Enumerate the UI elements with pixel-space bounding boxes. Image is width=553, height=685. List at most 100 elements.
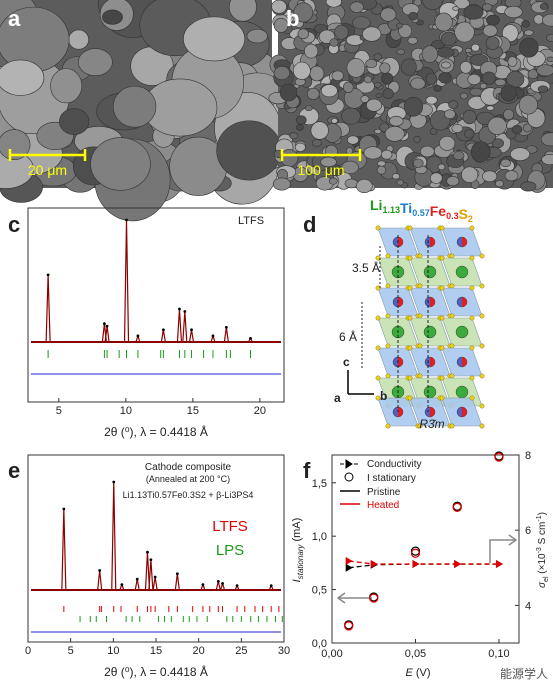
- particle: [408, 11, 418, 21]
- particle: [382, 88, 394, 100]
- particle: [391, 173, 400, 180]
- peak-dot: [105, 324, 109, 328]
- particle: [363, 75, 373, 84]
- sulfur: [417, 283, 423, 289]
- particle: [320, 156, 337, 168]
- sulfur: [439, 285, 445, 291]
- particle: [407, 36, 418, 45]
- peak: [188, 329, 195, 343]
- particle: [433, 85, 442, 92]
- particle: [345, 147, 353, 155]
- conductivity-marker: [345, 557, 353, 566]
- panel-label: c: [8, 212, 20, 237]
- x-tick-label: 30: [278, 645, 290, 657]
- particle: [384, 125, 405, 142]
- particle: [425, 95, 438, 105]
- particle: [434, 12, 453, 32]
- particle: [346, 58, 366, 78]
- particle: [463, 4, 484, 20]
- particle: [425, 72, 438, 85]
- legend-entry: Conductivity: [367, 459, 421, 470]
- formula-subscript: 2: [468, 214, 473, 224]
- particle: [541, 154, 553, 165]
- y-tick-label: 0,5: [312, 585, 327, 597]
- sulfur: [385, 253, 391, 259]
- particle: [482, 24, 498, 37]
- atom-fe: [398, 297, 403, 307]
- sulfur: [439, 255, 445, 261]
- x-tick-label: 20: [193, 645, 205, 657]
- particle: [356, 179, 373, 193]
- particle: [309, 65, 325, 82]
- particle: [273, 66, 291, 80]
- particle: [310, 121, 329, 140]
- space-group: R3̄m: [419, 417, 444, 431]
- structure-panel: d Li1.13Ti0.57Fe0.3S2 3.5 Å 6 Å c a b R3̄m: [303, 197, 485, 431]
- peak: [104, 326, 110, 343]
- y-label-part: I: [291, 579, 303, 582]
- sulfur: [469, 315, 475, 321]
- particle: [374, 128, 382, 134]
- y2-tick-label: 8: [525, 450, 531, 462]
- formula: Li1.13Ti0.57Fe0.3S2: [370, 197, 473, 224]
- peak: [45, 274, 51, 343]
- atom: [455, 265, 469, 279]
- legend-entry: Heated: [367, 500, 399, 511]
- peak-dot: [269, 584, 273, 588]
- peak-dot: [146, 550, 149, 554]
- atom: [455, 325, 469, 339]
- particle: [271, 0, 287, 14]
- particle: [479, 82, 488, 90]
- particle: [294, 142, 306, 152]
- y2-label-part: σ: [537, 581, 548, 588]
- sulfur: [375, 345, 381, 351]
- sulfur: [385, 373, 391, 379]
- particle: [537, 85, 549, 93]
- axis-arrow: [336, 592, 372, 604]
- particle: [482, 170, 498, 183]
- spacing-label: 6 Å: [339, 329, 357, 344]
- sulfur: [479, 423, 485, 429]
- particle: [413, 135, 421, 144]
- sulfur: [469, 225, 475, 231]
- y2-axis-label: σel (×10-3 S cm-1): [536, 512, 550, 588]
- plot-frame: [331, 454, 520, 644]
- axis-arrow: [489, 534, 518, 563]
- particle: [331, 70, 344, 81]
- peak-dot: [211, 334, 215, 338]
- particle: [518, 94, 538, 115]
- peak-dot: [216, 579, 220, 583]
- particle: [507, 56, 518, 67]
- particle: [342, 81, 354, 93]
- peak-dot: [153, 575, 157, 579]
- particle: [439, 136, 456, 151]
- particle: [504, 5, 523, 19]
- particle: [0, 59, 45, 96]
- sulfur: [417, 343, 423, 349]
- legend-marker: [344, 472, 354, 482]
- sulfur: [407, 315, 413, 321]
- particle: [454, 21, 475, 43]
- particle: [421, 45, 439, 63]
- particle: [470, 141, 491, 163]
- sem-image: b 100 μm: [268, 0, 553, 193]
- particle: [373, 53, 382, 61]
- y2-tick-label: 4: [525, 600, 531, 612]
- particle: [365, 58, 378, 69]
- conductivity-marker: [370, 560, 378, 569]
- particle: [363, 146, 383, 160]
- panel-label: a: [8, 6, 21, 31]
- x-tick-label: 0,10: [488, 648, 509, 660]
- y2-label-part: -1: [536, 515, 543, 521]
- y-tick-label: 1,5: [312, 478, 327, 490]
- particle: [459, 92, 468, 100]
- legend-entry: LPS: [216, 542, 244, 559]
- legend-marker: [340, 459, 358, 469]
- particle: [90, 137, 151, 191]
- particle: [380, 149, 393, 160]
- atom-fe: [430, 357, 435, 367]
- particle: [379, 62, 391, 74]
- legend-entry: I stationary: [367, 473, 416, 484]
- sulfur: [479, 253, 485, 259]
